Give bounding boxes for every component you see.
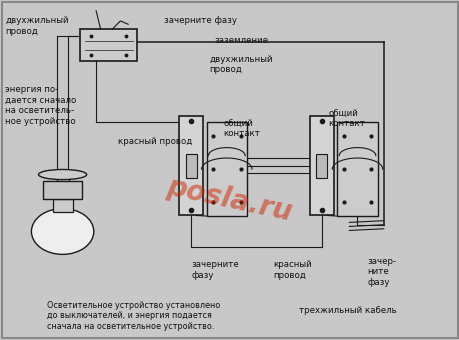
Text: трехжильный кабель: трехжильный кабель — [298, 306, 396, 315]
Bar — [309, 116, 333, 216]
Bar — [336, 122, 377, 216]
Text: зачер-
ните
фазу: зачер- ните фазу — [367, 257, 396, 287]
Text: двухжильный
провод: двухжильный провод — [209, 55, 272, 74]
Bar — [185, 154, 196, 177]
Text: красный
провод: красный провод — [273, 260, 312, 280]
Bar — [179, 116, 202, 216]
Text: общий
контакт: общий контакт — [223, 119, 259, 138]
Text: posla.ru: posla.ru — [164, 172, 295, 226]
Bar — [315, 154, 326, 177]
Text: заземление: заземление — [213, 36, 268, 45]
Text: двухжильный
провод: двухжильный провод — [5, 16, 69, 36]
Text: красный провод: красный провод — [118, 137, 191, 146]
Bar — [52, 199, 73, 212]
Bar — [206, 122, 246, 216]
Bar — [80, 29, 137, 61]
Text: Осветительное устройство установлено
до выключателей, и энергия подается
сначала: Осветительное устройство установлено до … — [46, 301, 219, 331]
Circle shape — [31, 208, 94, 254]
Ellipse shape — [39, 169, 86, 180]
Text: зачерните
фазу: зачерните фазу — [190, 260, 238, 280]
Bar — [43, 181, 82, 199]
Text: энергия по-
дается сначало
на осветитель-
ное устройство: энергия по- дается сначало на осветитель… — [5, 85, 76, 126]
Text: общий
контакт: общий контакт — [328, 108, 365, 128]
Text: зачерните фазу: зачерните фазу — [163, 16, 236, 25]
